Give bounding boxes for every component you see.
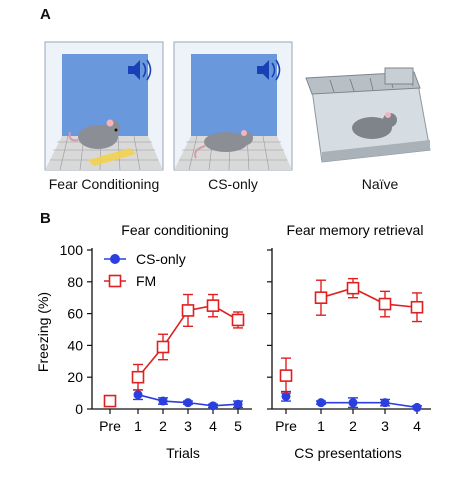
left-cs-only-point [233,399,243,409]
x-tick-label: 2 [159,418,167,434]
panel-a-letter: A [40,6,51,23]
x-tick-label: 1 [317,418,325,434]
right-x-axis-label: CS presentations [294,445,401,461]
x-tick-label: 5 [234,418,242,434]
shock-bolt [88,148,136,166]
right-cs-only-line [321,401,418,409]
left-fm-point [156,340,170,354]
chart-legend: CS-only FM [104,251,186,289]
right-cs-only-point [281,391,291,401]
left-fm-point [131,370,145,384]
y-tick-label: 0 [75,401,83,417]
freezing-chart: Fear conditioning Fear memory retrieval … [35,222,431,461]
right-fm-point [378,297,392,311]
right-chart-title: Fear memory retrieval [287,222,424,238]
left-chart-title: Fear conditioning [121,222,228,238]
right-fm-point [346,281,360,295]
caption-fear-conditioning: Fear Conditioning [48,176,160,192]
x-tick-label: 4 [413,418,421,434]
x-tick-label: 1 [134,418,142,434]
caption-cs-only: CS-only [208,176,258,192]
right-fm-point [410,300,424,314]
x-tick-label: Pre [275,418,297,434]
legend-fm-marker [108,274,122,288]
left-cs-only-point [208,401,218,411]
fear-conditioning-chamber [44,41,164,171]
speaker-sound-icon [128,59,152,81]
left-fm-point [103,394,117,408]
x-tick-label: Pre [99,418,121,434]
legend-fm-label: FM [136,273,156,289]
legend-cs-only-label: CS-only [136,251,186,267]
right-cs-only-point [412,402,422,412]
panel-b-letter: B [40,210,51,227]
right-fm-point [279,369,293,382]
caption-naive: Naïve [361,176,399,192]
right-cs-only-point [380,398,390,408]
right-cs-only-point [348,398,358,408]
x-tick-label: 3 [184,418,192,434]
y-tick-label: 80 [67,274,83,290]
left-cs-only-point [133,390,143,400]
y-tick-label: 40 [67,337,83,353]
speaker-sound-icon [257,59,281,81]
x-tick-label: 2 [349,418,357,434]
y-tick-label: 100 [60,242,84,258]
left-x-axis-label: Trials [166,445,200,461]
home-cage [305,67,431,163]
right-fm-point [314,291,328,304]
y-tick-label: 20 [67,369,83,385]
cs-only-chamber [173,41,293,171]
panel-a-illustration [44,41,431,171]
left-fm-point [181,304,195,317]
left-cs-only-point [183,398,193,408]
left-fm-point [231,313,245,327]
right-cs-only-point [316,398,326,408]
left-cs-only-point [158,396,168,406]
right-fm-line [320,287,418,309]
x-tick-label: 3 [381,418,389,434]
left-fm-point [206,299,220,312]
y-axis-label: Freezing (%) [35,292,51,372]
y-tick-label: 60 [67,306,83,322]
legend-cs-only-marker [110,254,120,264]
x-tick-label: 4 [209,418,217,434]
